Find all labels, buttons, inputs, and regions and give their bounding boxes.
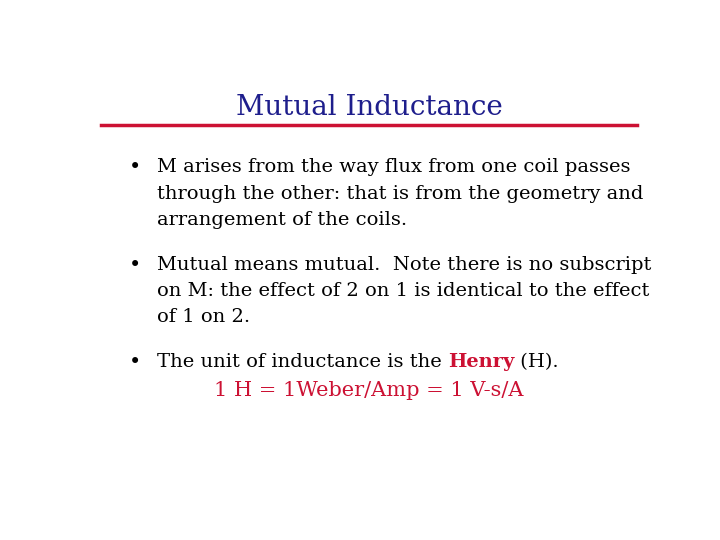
Text: arrangement of the coils.: arrangement of the coils. <box>157 211 407 229</box>
Text: through the other: that is from the geometry and: through the other: that is from the geom… <box>157 185 644 202</box>
Text: 1 H = 1Weber/Amp = 1 V-s/A: 1 H = 1Weber/Amp = 1 V-s/A <box>215 381 523 400</box>
Text: The unit of inductance is the: The unit of inductance is the <box>157 353 448 371</box>
Text: Henry: Henry <box>448 353 514 371</box>
Text: (H).: (H). <box>514 353 559 371</box>
Text: on M: the effect of 2 on 1 is identical to the effect: on M: the effect of 2 on 1 is identical … <box>157 282 649 300</box>
Text: •: • <box>129 158 141 177</box>
Text: Mutual means mutual.  Note there is no subscript: Mutual means mutual. Note there is no su… <box>157 255 652 274</box>
Text: Mutual Inductance: Mutual Inductance <box>235 94 503 121</box>
Text: •: • <box>129 255 141 275</box>
Text: •: • <box>129 353 141 372</box>
Text: M arises from the way flux from one coil passes: M arises from the way flux from one coil… <box>157 158 631 177</box>
Text: of 1 on 2.: of 1 on 2. <box>157 308 250 326</box>
